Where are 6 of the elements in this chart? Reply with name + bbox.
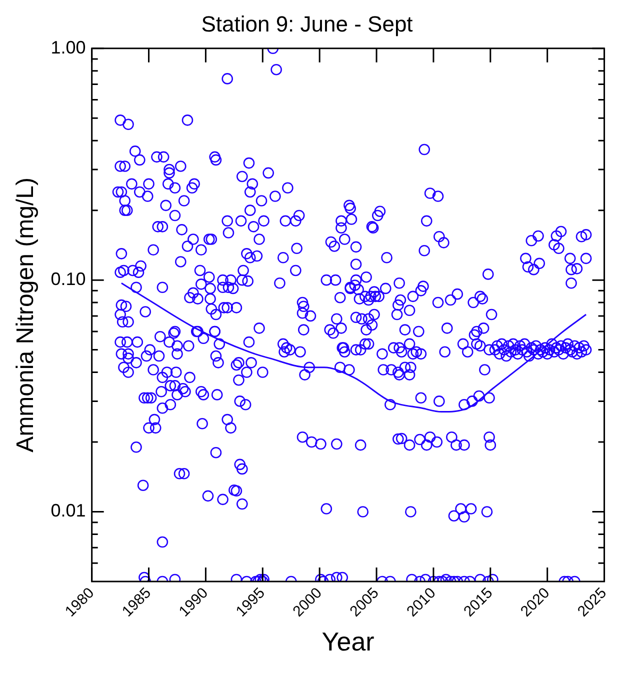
- y-tick-label: 0.01: [50, 500, 86, 521]
- y-axis-title: Ammonia Nitrogen (mg/L): [12, 178, 40, 452]
- y-tick-label: 1.00: [50, 37, 86, 58]
- x-axis-title: Year: [322, 626, 375, 657]
- y-tick-label: 0.10: [50, 269, 86, 290]
- chart-title: Station 9: June - Sept: [201, 11, 413, 36]
